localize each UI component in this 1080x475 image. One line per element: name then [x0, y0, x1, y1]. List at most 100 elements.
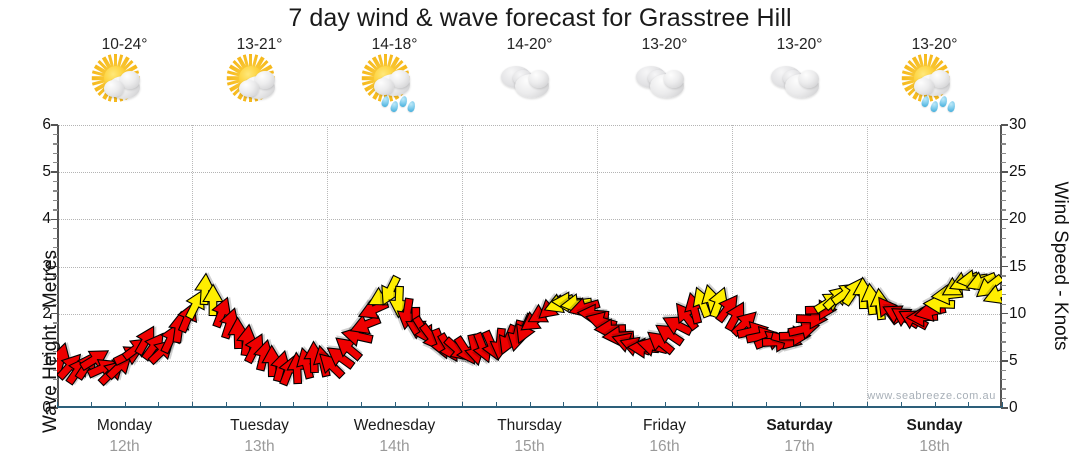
day-header-thursday: 14-20° — [462, 36, 597, 124]
wind-arrow — [57, 354, 87, 382]
right-axis-minor-tick — [1001, 379, 1006, 381]
gridline-day-separator — [192, 125, 193, 408]
wind-arrow — [314, 351, 348, 379]
right-axis-minor-tick — [1001, 369, 1006, 371]
day-footer-monday: Monday 12th — [57, 417, 192, 456]
right-axis-tick-label: 20 — [1009, 210, 1027, 228]
day-header-sunday: 13-20° — [867, 36, 1002, 124]
left-axis-minor-tick — [53, 190, 58, 192]
right-axis-minor-tick — [1001, 152, 1006, 154]
right-axis-minor-tick — [1001, 303, 1006, 305]
day-name-label: Thursday — [497, 417, 562, 434]
gridline-day-separator — [327, 125, 328, 408]
right-axis-tick — [1001, 265, 1008, 268]
right-axis-minor-tick — [1001, 143, 1006, 145]
right-axis-minor-tick — [1001, 275, 1006, 277]
gridline-day-separator — [732, 125, 733, 408]
left-axis-minor-tick — [53, 303, 58, 305]
left-axis-tick — [51, 312, 58, 315]
day-date-label: 18th — [919, 438, 950, 455]
x-axis-tick — [394, 402, 396, 408]
day-name-label: Friday — [642, 417, 687, 434]
right-axis-minor-tick — [1001, 341, 1006, 343]
cloud-front — [373, 78, 394, 95]
x-axis-tick — [664, 402, 666, 408]
x-axis-tick — [495, 402, 497, 408]
gridline-horizontal — [57, 172, 1002, 174]
left-axis-minor-tick — [53, 369, 58, 371]
x-axis-tick — [192, 402, 194, 408]
cloud-front — [798, 70, 819, 88]
left-axis-minor-tick — [53, 133, 58, 136]
day-date-label: 15th — [514, 438, 545, 455]
cloud-front — [389, 70, 410, 88]
x-axis-tick — [124, 402, 126, 408]
x-axis-tick — [360, 402, 362, 408]
cloud-front — [103, 80, 124, 97]
left-axis-minor-tick — [53, 294, 58, 296]
right-axis-minor-tick — [1001, 256, 1006, 258]
cloud-front — [119, 71, 140, 89]
day-header-friday: 13-20° — [597, 36, 732, 124]
left-axis-minor-tick — [53, 284, 58, 287]
wind-arrow — [323, 345, 357, 370]
right-axis-tick — [1001, 171, 1008, 173]
sun-cloud-icon — [223, 54, 297, 114]
right-axis-minor-tick — [1001, 322, 1006, 324]
watermark: www.seabreeze.com.au — [867, 390, 996, 402]
day-date-label: 13th — [244, 438, 275, 455]
left-axis-tick-label: 2 — [42, 304, 51, 322]
day-header-wednesday: 14-18° — [327, 36, 462, 124]
cloud-front — [528, 70, 549, 88]
wind-arrow — [846, 275, 880, 310]
day-temperature-range: 13-20° — [776, 36, 823, 53]
day-footer-saturday: Saturday 17th — [732, 417, 867, 456]
right-axis-tick — [1001, 124, 1008, 126]
left-axis-minor-tick — [53, 228, 58, 230]
x-axis-tick — [833, 402, 835, 408]
x-axis-tick — [1002, 402, 1004, 408]
left-axis-minor-tick — [53, 350, 58, 353]
x-axis-tick — [732, 402, 734, 408]
x-axis-tick — [563, 402, 565, 408]
wind-arrow — [981, 283, 1002, 307]
cloudy-icon — [763, 56, 837, 114]
left-axis-tick — [51, 360, 58, 362]
day-temperature-range: 13-20° — [911, 36, 958, 53]
wind-arrow — [188, 272, 222, 306]
day-name-label: Tuesday — [230, 417, 289, 434]
left-axis-minor-tick — [53, 388, 58, 390]
left-axis-minor-tick — [53, 162, 58, 164]
cloudy-icon — [493, 56, 567, 114]
sun-cloud-icon — [88, 54, 162, 114]
x-axis-tick — [293, 402, 295, 408]
day-date-label: 16th — [649, 438, 680, 455]
left-axis-tick-label: 5 — [42, 163, 51, 181]
rain-drop — [946, 100, 956, 113]
day-header-saturday: 13-20° — [732, 36, 867, 124]
x-axis-tick — [462, 402, 464, 408]
x-axis-tick — [698, 402, 700, 408]
wind-arrow — [711, 294, 745, 324]
day-date-label: 12th — [109, 438, 140, 455]
cloud-front — [929, 70, 950, 88]
sun-cloud-rain-icon — [898, 54, 972, 114]
left-axis-minor-tick — [53, 379, 58, 381]
left-axis-tick — [51, 407, 58, 409]
right-axis-tick-label: 0 — [1009, 399, 1018, 416]
day-temperature-range: 13-21° — [236, 36, 283, 53]
right-axis-minor-tick — [1001, 246, 1006, 249]
wind-arrow-layer — [57, 125, 1002, 408]
wind-arrow — [652, 322, 686, 347]
day-temperature-range: 14-18° — [371, 36, 418, 53]
x-axis-tick — [968, 402, 970, 408]
right-axis-minor-tick — [1001, 397, 1006, 400]
x-axis-tick — [428, 402, 430, 408]
right-axis-tick — [1001, 218, 1008, 221]
left-axis-tick-label: 1 — [42, 351, 51, 369]
left-axis-tick — [51, 218, 58, 221]
day-name-label: Wednesday — [353, 417, 436, 434]
x-axis-tick — [765, 402, 767, 408]
x-axis-tick — [597, 402, 599, 408]
